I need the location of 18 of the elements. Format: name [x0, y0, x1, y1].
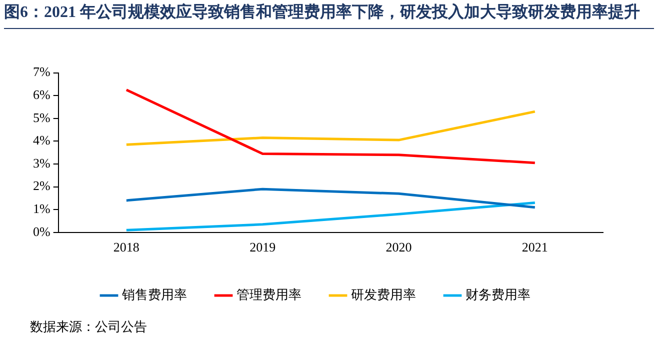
x-tick-label: 2021	[522, 240, 548, 255]
y-tick-label: 5%	[32, 110, 50, 125]
legend-label: 财务费用率	[466, 286, 530, 303]
y-tick-label: 1%	[32, 201, 50, 216]
chart-title: 图6：2021 年公司规模效应导致销售和管理费用率下降，研发投入加大导致研发费用率提升	[4, 2, 654, 29]
y-tick-label: 6%	[32, 87, 50, 102]
x-tick-label: 2018	[113, 240, 140, 255]
x-tick-label: 2019	[250, 240, 276, 255]
x-tick-label: 2020	[386, 240, 412, 255]
y-tick-label: 4%	[32, 132, 50, 148]
y-tick-label: 2%	[32, 178, 50, 194]
source-note: 数据来源：公司公告	[30, 318, 147, 336]
y-tick-label: 3%	[32, 155, 50, 170]
y-tick-label: 0%	[32, 224, 50, 239]
legend-label: 研发费用率	[351, 286, 416, 303]
y-tick-label: 7%	[32, 64, 50, 80]
legend-label: 管理费用率	[236, 286, 302, 303]
legend-label: 销售费用率	[121, 286, 187, 303]
